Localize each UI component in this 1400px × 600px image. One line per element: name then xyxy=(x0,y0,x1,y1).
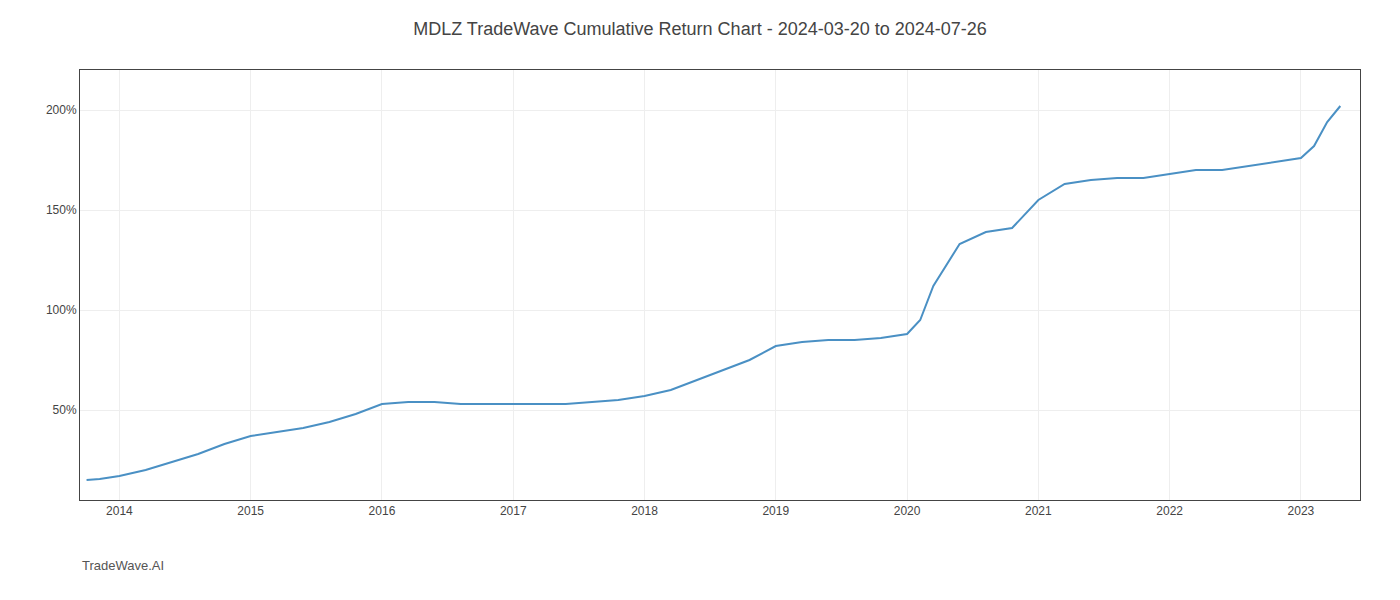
svg-text:100%: 100% xyxy=(46,303,77,317)
svg-text:200%: 200% xyxy=(46,103,77,117)
svg-text:2021: 2021 xyxy=(1025,504,1052,518)
svg-text:2014: 2014 xyxy=(106,504,133,518)
svg-text:2020: 2020 xyxy=(894,504,921,518)
svg-text:2016: 2016 xyxy=(369,504,396,518)
svg-text:2019: 2019 xyxy=(762,504,789,518)
svg-text:50%: 50% xyxy=(53,403,77,417)
svg-text:2017: 2017 xyxy=(500,504,527,518)
svg-text:TradeWave.AI: TradeWave.AI xyxy=(82,558,164,573)
svg-text:2018: 2018 xyxy=(631,504,658,518)
svg-text:2022: 2022 xyxy=(1156,504,1183,518)
svg-text:2015: 2015 xyxy=(237,504,264,518)
svg-text:MDLZ TradeWave Cumulative Retu: MDLZ TradeWave Cumulative Return Chart -… xyxy=(413,19,987,39)
svg-text:150%: 150% xyxy=(46,203,77,217)
svg-text:2023: 2023 xyxy=(1288,504,1315,518)
